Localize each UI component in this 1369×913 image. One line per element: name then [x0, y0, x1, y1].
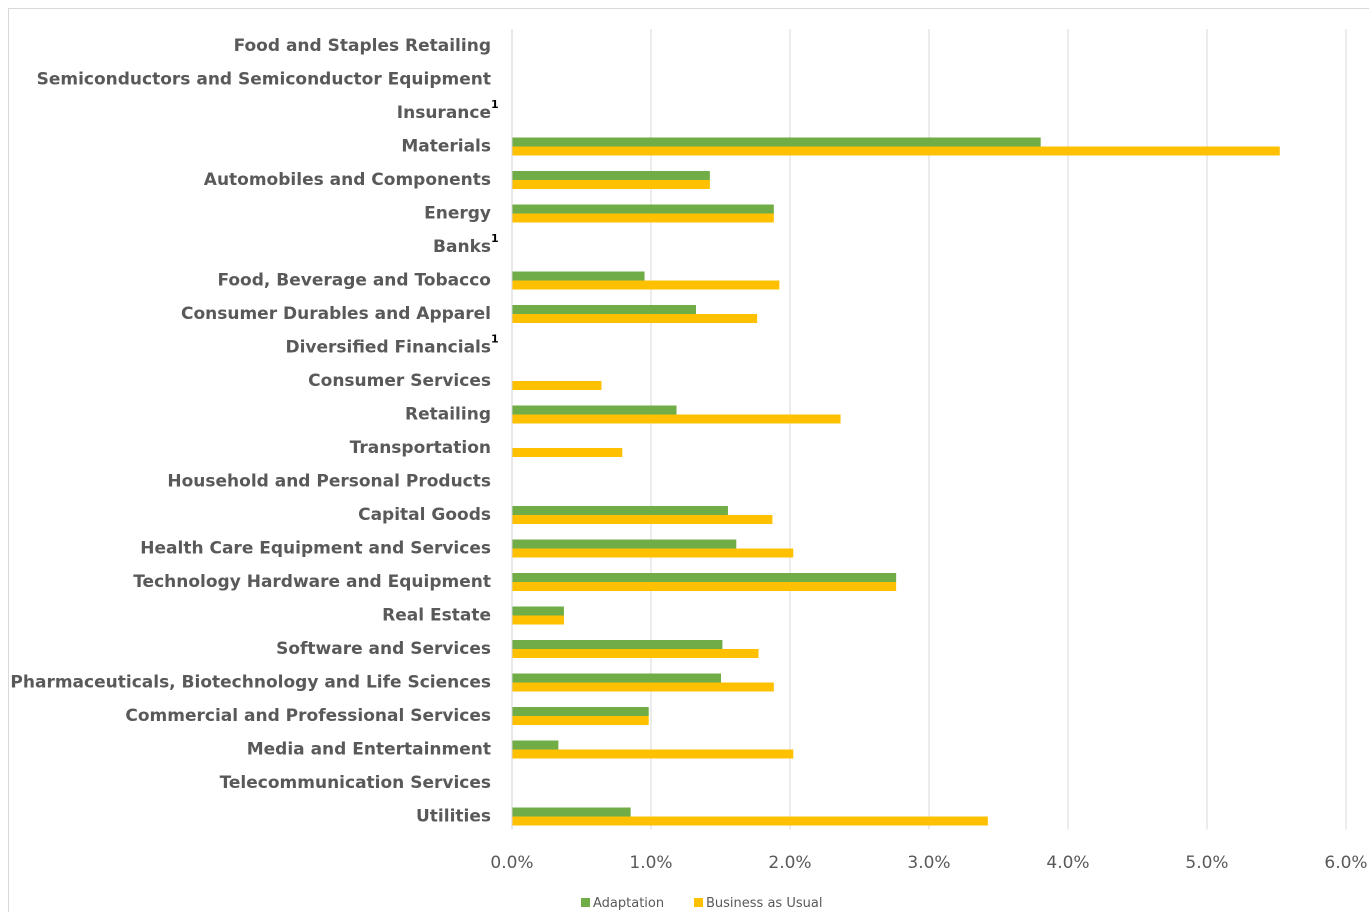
category-label: Retailing	[405, 405, 491, 425]
category-label: Consumer Durables and Apparel	[181, 304, 491, 324]
bar-business-as-usual	[512, 146, 1280, 156]
category-label: Food, Beverage and Tobacco	[217, 271, 491, 291]
category-label: Transportation	[350, 438, 491, 458]
bar-business-as-usual	[512, 615, 564, 625]
x-tick-label: 0.0%	[490, 853, 533, 873]
bar-business-as-usual	[512, 649, 759, 658]
bar-business-as-usual	[512, 515, 773, 524]
x-tick-label: 4.0%	[1046, 853, 1089, 873]
category-labels: Food and Staples Retailing Semiconductors…	[10, 36, 498, 827]
x-axis-tick-labels: 0.0% 1.0% 2.0% 3.0% 4.0% 5.0% 6.0%	[490, 853, 1367, 873]
category-label: Commercial and Professional Services	[125, 706, 491, 726]
bar-adaptation	[512, 305, 696, 314]
bar-adaptation	[512, 573, 897, 582]
x-tick-label: 2.0%	[768, 853, 811, 873]
footnote-marker: 1	[491, 98, 499, 111]
bar-business-as-usual	[512, 381, 602, 390]
bar-business-as-usual	[512, 548, 794, 558]
category-label: Utilities	[416, 807, 491, 827]
bar-adaptation	[512, 707, 649, 716]
footnote-marker: 1	[491, 232, 499, 245]
category-label: Automobiles and Components	[204, 170, 491, 190]
bar-business-as-usual	[512, 280, 780, 290]
legend-swatch	[694, 898, 703, 907]
bar-business-as-usual	[512, 682, 774, 692]
bar-adaptation	[512, 606, 564, 616]
category-label: Materials	[401, 137, 491, 157]
category-label: Telecommunication Services	[220, 773, 491, 793]
bar-adaptation	[512, 807, 631, 817]
legend-label: Business as Usual	[706, 896, 822, 911]
bar-business-as-usual	[512, 180, 710, 189]
category-label: Technology Hardware and Equipment	[133, 572, 491, 592]
chart-frame: Food and Staples Retailing Semiconductors…	[8, 8, 1369, 912]
bar-adaptation	[512, 204, 774, 214]
category-label: Diversified Financials	[285, 338, 491, 358]
category-label: Media and Entertainment	[247, 740, 491, 760]
bar-business-as-usual	[512, 716, 649, 725]
bar-business-as-usual	[512, 582, 897, 591]
footnote-marker: 1	[491, 333, 499, 346]
legend-item-business-as-usual: Business as Usual	[694, 896, 822, 911]
bar-adaptation	[512, 137, 1041, 147]
bar-adaptation	[512, 673, 721, 683]
bar-chart: Food and Staples Retailing Semiconductors…	[10, 29, 1368, 911]
category-label: Consumer Services	[308, 371, 491, 391]
bar-business-as-usual	[512, 213, 774, 223]
category-label: Health Care Equipment and Services	[140, 539, 491, 559]
bar-adaptation	[512, 539, 737, 549]
category-label: Capital Goods	[358, 505, 491, 525]
x-tick-label: 1.0%	[629, 853, 672, 873]
bar-business-as-usual	[512, 314, 758, 323]
legend: Adaptation Business as Usual	[581, 896, 822, 911]
legend-swatch	[581, 898, 590, 907]
category-label: Food and Staples Retailing	[234, 36, 491, 56]
gridlines	[511, 29, 1347, 830]
bar-business-as-usual	[512, 448, 623, 457]
bar-adaptation	[512, 740, 559, 750]
legend-label: Adaptation	[593, 896, 664, 911]
category-label: Insurance	[397, 103, 491, 123]
x-tick-label: 5.0%	[1185, 853, 1228, 873]
x-tick-label: 3.0%	[907, 853, 950, 873]
category-label: Real Estate	[382, 606, 491, 626]
bar-business-as-usual	[512, 749, 794, 759]
bar-business-as-usual	[512, 816, 988, 826]
bar-business-as-usual	[512, 414, 841, 424]
category-label: Household and Personal Products	[167, 472, 491, 492]
bars	[512, 137, 1280, 826]
category-label: Energy	[424, 204, 491, 224]
category-label: Pharmaceuticals, Biotechnology and Life …	[10, 673, 491, 693]
bar-adaptation	[512, 271, 645, 281]
x-tick-label: 6.0%	[1324, 853, 1367, 873]
bar-adaptation	[512, 506, 728, 515]
category-label: Semiconductors and Semiconductor Equipme…	[37, 70, 491, 90]
bar-adaptation	[512, 640, 723, 649]
bar-adaptation	[512, 405, 677, 415]
bar-adaptation	[512, 171, 710, 180]
category-label: Software and Services	[276, 639, 491, 659]
legend-item-adaptation: Adaptation	[581, 896, 664, 911]
category-label: Banks	[433, 237, 491, 257]
